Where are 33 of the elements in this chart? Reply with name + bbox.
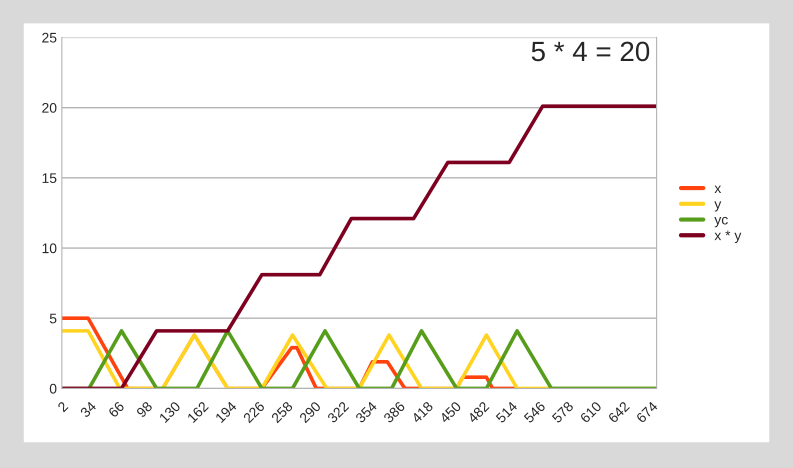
x-tick-label: 162	[186, 400, 209, 424]
x-tick-label: 98	[136, 400, 153, 418]
x-tick-label: 578	[551, 400, 574, 424]
x-tick-label: 194	[214, 400, 238, 424]
x-tick-label: 514	[495, 400, 518, 424]
legend-label: y	[714, 201, 722, 212]
x-tick-label: 386	[382, 400, 406, 424]
y-tick-label: 10	[42, 243, 56, 254]
y-tick-label: 15	[42, 173, 56, 184]
x-tick-label: 450	[438, 400, 462, 424]
legend-label: x	[714, 186, 722, 193]
y-tick-label: 25	[42, 32, 56, 43]
x-tick-label: 130	[158, 400, 181, 424]
x-tick-label: 610	[580, 400, 602, 424]
x-tick-label: 354	[354, 400, 378, 424]
x-tick-label: 226	[242, 400, 266, 424]
y-tick-label: 20	[42, 102, 56, 113]
x-tick-label: 34	[80, 400, 97, 418]
x-tick-label: 418	[410, 400, 434, 424]
x-tick-label: 258	[270, 400, 294, 424]
y-tick-label: 0	[50, 384, 56, 394]
x-tick-label: 290	[298, 400, 322, 424]
x-tick-label: 482	[467, 400, 490, 424]
x-tick-label: 674	[636, 400, 658, 424]
legend-label: x * y	[714, 230, 742, 243]
x-tick-label: 2	[57, 400, 68, 412]
x-tick-label: 66	[108, 400, 125, 418]
y-tick-label: 5	[50, 314, 56, 324]
x-tick-label: 322	[326, 400, 350, 424]
x-tick-label: 642	[608, 400, 630, 424]
legend-label: yc	[714, 216, 728, 228]
annotation: 5 * 4 = 20	[532, 42, 650, 62]
x-tick-label: 546	[523, 400, 546, 424]
